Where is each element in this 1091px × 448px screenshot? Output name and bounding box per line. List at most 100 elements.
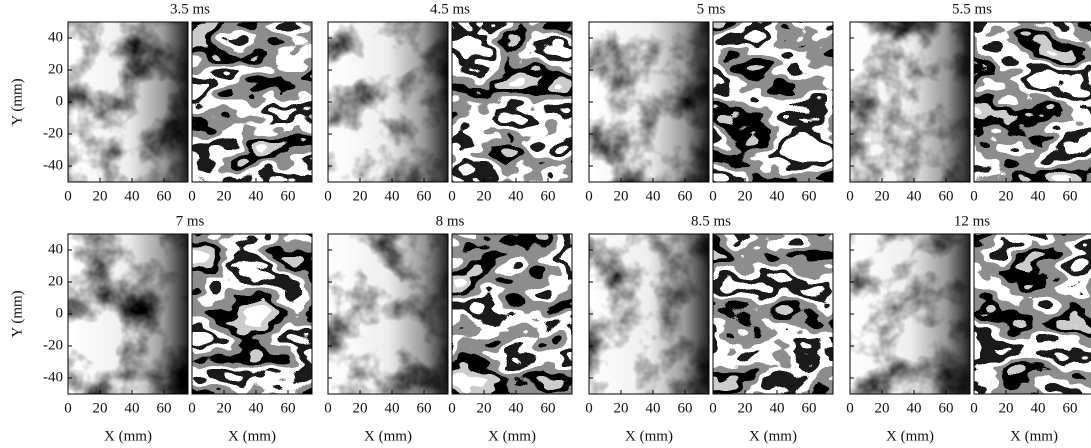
luminosity-texture — [589, 234, 709, 394]
x-tick-label: 20 — [353, 400, 368, 416]
x-tick-label: 0 — [64, 188, 72, 204]
x-tick-label: 0 — [585, 400, 593, 416]
y-tick-label: 20 — [48, 61, 63, 77]
x-tick-label: 20 — [93, 188, 108, 204]
front-texture — [192, 234, 312, 394]
panel-frame — [451, 21, 573, 183]
y-tick-label: -20 — [43, 337, 63, 353]
x-tick-label: 20 — [93, 400, 108, 416]
x-tick-label: 40 — [907, 400, 922, 416]
x-tick-label: 20 — [614, 400, 629, 416]
x-tick-label: 40 — [509, 400, 524, 416]
x-tick-label: 60 — [939, 400, 954, 416]
luminosity-texture — [68, 22, 188, 182]
x-tick-label: 20 — [353, 188, 368, 204]
panel-title: 12 ms — [954, 213, 990, 229]
y-axis-label: Y (mm) — [9, 290, 25, 337]
x-tick-label: 20 — [875, 400, 890, 416]
x-tick-label: 20 — [477, 400, 492, 416]
x-tick-label: 60 — [1063, 400, 1078, 416]
x-tick-label: 40 — [509, 188, 524, 204]
front-texture — [713, 234, 833, 394]
front-texture — [452, 22, 572, 182]
panel-title: 5.5 ms — [952, 1, 992, 17]
x-tick-label: 20 — [614, 188, 629, 204]
x-tick-label: 0 — [846, 188, 854, 204]
x-tick-label: 40 — [1031, 400, 1046, 416]
x-tick-label: 0 — [188, 188, 196, 204]
panel-frame — [712, 21, 834, 183]
panel-frame — [973, 21, 1091, 183]
x-tick-label: 40 — [125, 188, 140, 204]
x-tick-label: 40 — [646, 400, 661, 416]
x-tick-label: 20 — [217, 400, 232, 416]
x-axis-label: X (mm) — [104, 428, 152, 444]
x-tick-label: 60 — [281, 188, 296, 204]
panel-frame — [191, 21, 313, 183]
x-tick-label: 60 — [1063, 188, 1078, 204]
y-tick-label: 40 — [48, 29, 63, 45]
panel-frame — [973, 233, 1091, 395]
y-tick-label: 40 — [48, 241, 63, 257]
panel-title: 8 ms — [436, 213, 465, 229]
panel-title: 8.5 ms — [691, 213, 731, 229]
x-tick-label: 40 — [907, 188, 922, 204]
front-texture — [713, 22, 833, 182]
x-tick-label: 20 — [999, 400, 1014, 416]
x-tick-label: 0 — [970, 188, 978, 204]
x-tick-label: 40 — [770, 188, 785, 204]
front-texture — [452, 234, 572, 394]
x-tick-label: 40 — [249, 400, 264, 416]
x-tick-label: 40 — [770, 400, 785, 416]
panel-title: 7 ms — [176, 213, 205, 229]
x-tick-label: 0 — [324, 400, 332, 416]
luminosity-texture — [68, 234, 188, 394]
panel-frame — [451, 233, 573, 395]
x-axis-label: X (mm) — [886, 428, 934, 444]
x-tick-label: 60 — [541, 400, 556, 416]
x-tick-label: 0 — [846, 400, 854, 416]
x-tick-label: 40 — [385, 188, 400, 204]
y-tick-label: 20 — [48, 273, 63, 289]
x-tick-label: 60 — [678, 400, 693, 416]
x-tick-label: 40 — [646, 188, 661, 204]
x-tick-label: 0 — [188, 400, 196, 416]
x-tick-label: 0 — [709, 188, 717, 204]
x-tick-label: 0 — [585, 188, 593, 204]
x-tick-label: 0 — [324, 188, 332, 204]
y-tick-label: -20 — [43, 125, 63, 141]
x-tick-label: 60 — [417, 188, 432, 204]
x-axis-label: X (mm) — [488, 428, 536, 444]
x-tick-label: 60 — [157, 400, 172, 416]
x-tick-label: 20 — [217, 188, 232, 204]
x-tick-label: 0 — [448, 400, 456, 416]
x-tick-label: 20 — [875, 188, 890, 204]
panel-frame — [191, 233, 313, 395]
x-tick-label: 40 — [385, 400, 400, 416]
panel-title: 4.5 ms — [430, 1, 470, 17]
luminosity-texture — [850, 234, 970, 394]
y-tick-label: -40 — [43, 157, 63, 173]
x-tick-label: 20 — [999, 188, 1014, 204]
x-tick-label: 0 — [970, 400, 978, 416]
x-axis-label: X (mm) — [228, 428, 276, 444]
x-tick-label: 20 — [738, 400, 753, 416]
luminosity-texture — [850, 22, 970, 182]
x-tick-label: 60 — [678, 188, 693, 204]
x-tick-label: 60 — [157, 188, 172, 204]
x-tick-label: 60 — [802, 400, 817, 416]
x-tick-label: 0 — [709, 400, 717, 416]
x-tick-label: 60 — [417, 400, 432, 416]
luminosity-texture — [589, 22, 709, 182]
x-tick-label: 20 — [477, 188, 492, 204]
front-texture — [974, 234, 1091, 394]
front-texture — [974, 22, 1091, 182]
x-tick-label: 40 — [1031, 188, 1046, 204]
luminosity-texture — [328, 234, 448, 394]
panel-title: 5 ms — [697, 1, 726, 17]
x-tick-label: 60 — [939, 188, 954, 204]
panel-frame — [712, 233, 834, 395]
x-tick-label: 0 — [64, 400, 72, 416]
x-tick-label: 60 — [802, 188, 817, 204]
